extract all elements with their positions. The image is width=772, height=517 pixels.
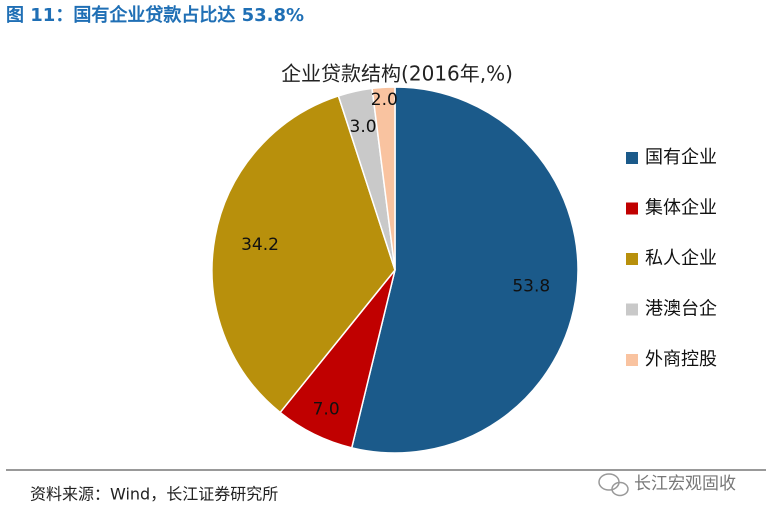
data-label: 7.0 xyxy=(313,399,340,419)
legend-swatch xyxy=(626,303,638,316)
data-label: 2.0 xyxy=(371,90,398,110)
legend-swatch xyxy=(626,152,638,164)
watermark-icon xyxy=(598,473,629,497)
data-label: 34.2 xyxy=(241,235,279,255)
legend-label: 港澳台企 xyxy=(645,299,717,320)
figure-title: 图 11：国有企业贷款占比达 53.8% xyxy=(6,4,304,26)
pie-slice xyxy=(350,86,579,454)
legend-label: 外商控股 xyxy=(645,349,717,370)
legend-swatch xyxy=(626,202,638,215)
chart-title: 企业贷款结构(2016年,%) xyxy=(281,62,513,86)
data-label: 3.0 xyxy=(350,117,377,137)
legend-label: 集体企业 xyxy=(645,198,717,219)
legend-swatch xyxy=(626,253,638,265)
data-label: 53.8 xyxy=(512,276,550,296)
legend-label: 私人企业 xyxy=(645,248,717,269)
source-note: 资料来源：Wind，长江证券研究所 xyxy=(30,485,278,504)
pie-slice xyxy=(211,95,396,414)
legend-label: 国有企业 xyxy=(645,147,717,168)
legend-swatch xyxy=(626,354,638,366)
pie-slice xyxy=(371,86,396,271)
watermark: 长江宏观固收 xyxy=(634,474,736,494)
